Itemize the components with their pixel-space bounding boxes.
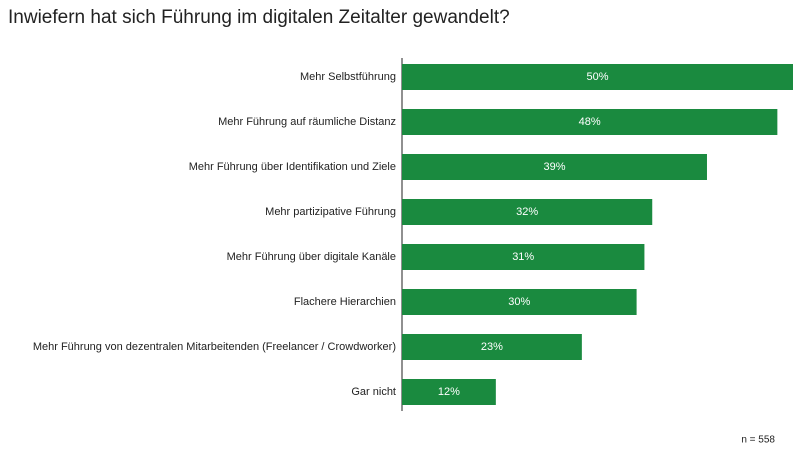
bar	[402, 289, 637, 315]
value-label: 50%	[586, 71, 608, 83]
bar	[402, 244, 645, 270]
value-label: 12%	[438, 386, 460, 398]
bar	[402, 64, 793, 90]
bar	[402, 109, 778, 135]
bar	[402, 199, 653, 225]
value-label: 32%	[516, 206, 538, 218]
chart-title: Inwiefern hat sich Führung im digitalen …	[8, 7, 510, 28]
bar	[402, 334, 582, 360]
y-tick-label: Flachere Hierarchien	[294, 296, 396, 308]
y-tick-label: Mehr partizipative Führung	[265, 206, 396, 218]
y-tick-label: Mehr Führung von dezentralen Mitarbeiten…	[33, 341, 396, 353]
y-tick-label: Mehr Führung über digitale Kanäle	[227, 251, 396, 263]
value-label: 39%	[543, 161, 565, 173]
annotation: n = 558	[741, 435, 775, 446]
value-label: 23%	[481, 341, 503, 353]
y-tick-label: Gar nicht	[351, 386, 396, 398]
value-label: 48%	[579, 116, 601, 128]
bar	[402, 379, 496, 405]
value-label: 30%	[508, 296, 530, 308]
y-tick-label: Mehr Selbstführung	[300, 71, 396, 83]
y-tick-label: Mehr Führung auf räumliche Distanz	[218, 116, 396, 128]
value-label: 31%	[512, 251, 534, 263]
bar	[402, 154, 707, 180]
y-tick-label: Mehr Führung über Identifikation und Zie…	[189, 161, 396, 173]
